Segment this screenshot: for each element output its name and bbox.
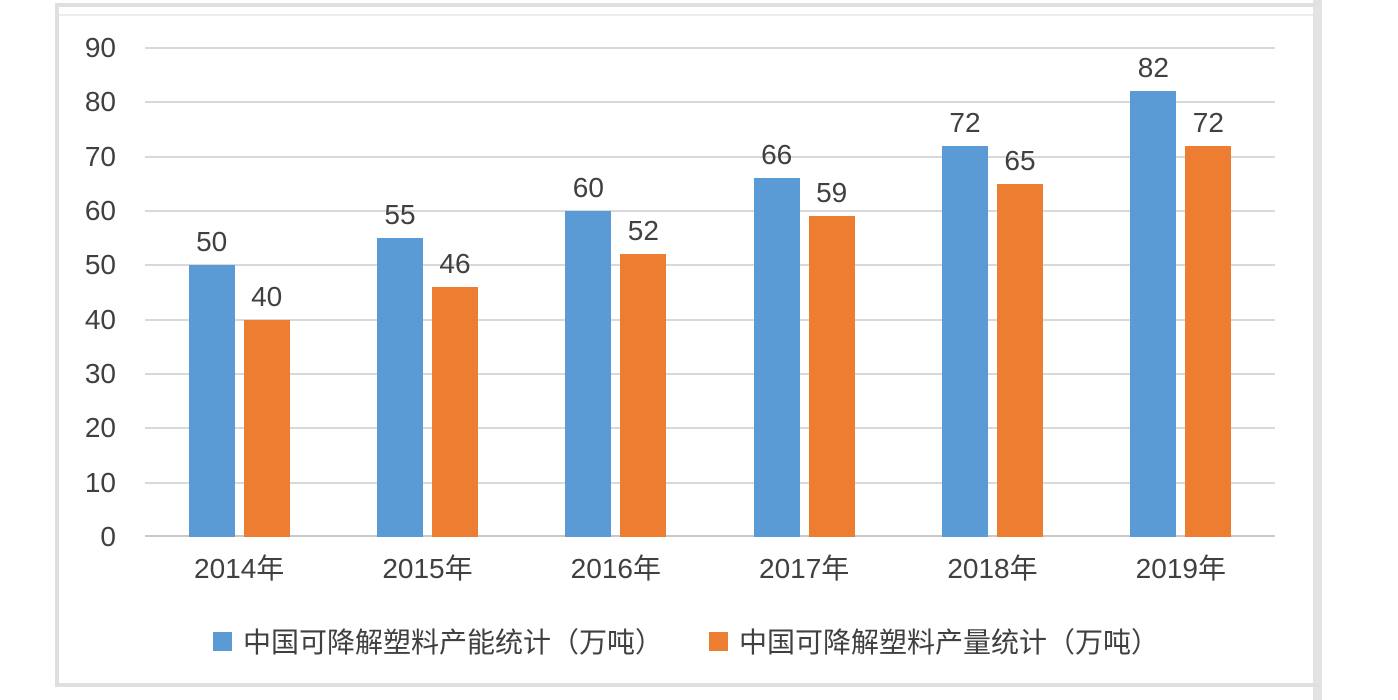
bar-value-label: 72 (949, 106, 981, 138)
bar-value-label: 40 (251, 280, 283, 312)
bar-value-label: 50 (196, 226, 228, 258)
bar-series1-2016年 (565, 211, 612, 537)
bar-series1-2015年 (377, 238, 423, 537)
y-tick-label-10: 10 (84, 466, 116, 498)
legend-swatch-capacity (212, 631, 232, 651)
x-axis-label-2014年: 2014年 (194, 553, 285, 584)
y-tick-label-20: 20 (84, 412, 116, 444)
gridline-50 (145, 264, 1275, 267)
bar-series2-2017年 (808, 216, 855, 537)
y-tick-label-90: 90 (84, 32, 116, 63)
legend-item-output: 中国可降解塑料产量统计（万吨） (709, 621, 1159, 661)
bar-series2-2018年 (997, 183, 1043, 537)
y-tick-label-70: 70 (84, 140, 116, 172)
x-axis-label-2019年: 2019年 (1135, 553, 1226, 584)
y-tick-label-0: 0 (100, 521, 116, 552)
bar-value-label: 60 (572, 172, 604, 203)
y-axis: 90 80 70 60 50 40 30 20 10 0 (59, 33, 116, 552)
chart-frame: 90 80 70 60 50 40 30 20 10 0 50 40 2014年 55 46 2015年 60… (55, 3, 1322, 687)
bar-series1-2014年 (188, 265, 235, 537)
bar-value-label: 66 (761, 139, 793, 171)
gridline-20 (145, 427, 1275, 430)
legend-swatch-output (709, 631, 728, 651)
bar-value-label: 59 (816, 177, 848, 209)
bar-series1-2018年 (942, 145, 988, 537)
bar-value-label: 72 (1192, 106, 1224, 138)
gridline-60 (145, 210, 1275, 212)
gridline-80 (145, 101, 1275, 104)
y-tick-label-80: 80 (84, 86, 116, 118)
bar-value-label: 52 (627, 215, 659, 247)
gridline-40 (145, 318, 1275, 321)
gridline-90 (145, 47, 1275, 49)
x-axis-label-2017年: 2017年 (759, 553, 850, 584)
bar-value-label: 46 (439, 248, 471, 280)
bar-value-label: 82 (1137, 52, 1169, 84)
bar-series1-2017年 (753, 178, 800, 537)
y-tick-label-40: 40 (84, 303, 116, 335)
x-axis-line (145, 535, 1275, 537)
bar-series1-2019年 (1130, 91, 1177, 537)
bar-series2-2019年 (1185, 145, 1232, 537)
plot-area: 50 40 2014年 55 46 2015年 60 52 2016年 66 59 2017年 72 65… (145, 47, 1275, 584)
legend-label-capacity: 中国可降解塑料产能统计（万吨） (242, 627, 663, 658)
frame-top-divider (59, 14, 1313, 16)
bar-series2-2015年 (432, 287, 478, 537)
bar-series2-2016年 (620, 254, 667, 537)
y-tick-label-60: 60 (84, 195, 116, 226)
bar-value-label: 55 (384, 199, 416, 231)
bar-value-label: 65 (1004, 144, 1036, 176)
bar-series2-2014年 (243, 319, 290, 537)
gridline-10 (145, 481, 1275, 484)
gridline-30 (145, 373, 1275, 375)
x-axis-label-2016年: 2016年 (570, 553, 661, 584)
x-axis-label-2018年: 2018年 (947, 553, 1038, 584)
chart-legend: 中国可降解塑料产能统计（万吨） 中国可降解塑料产量统计（万吨） (59, 619, 1313, 663)
y-tick-label-50: 50 (84, 249, 116, 281)
y-tick-label-30: 30 (84, 358, 116, 389)
gridline-70 (145, 155, 1275, 158)
legend-label-output: 中国可降解塑料产量统计（万吨） (739, 627, 1160, 658)
legend-item-capacity: 中国可降解塑料产能统计（万吨） (212, 621, 663, 661)
x-axis-label-2015年: 2015年 (382, 553, 473, 584)
